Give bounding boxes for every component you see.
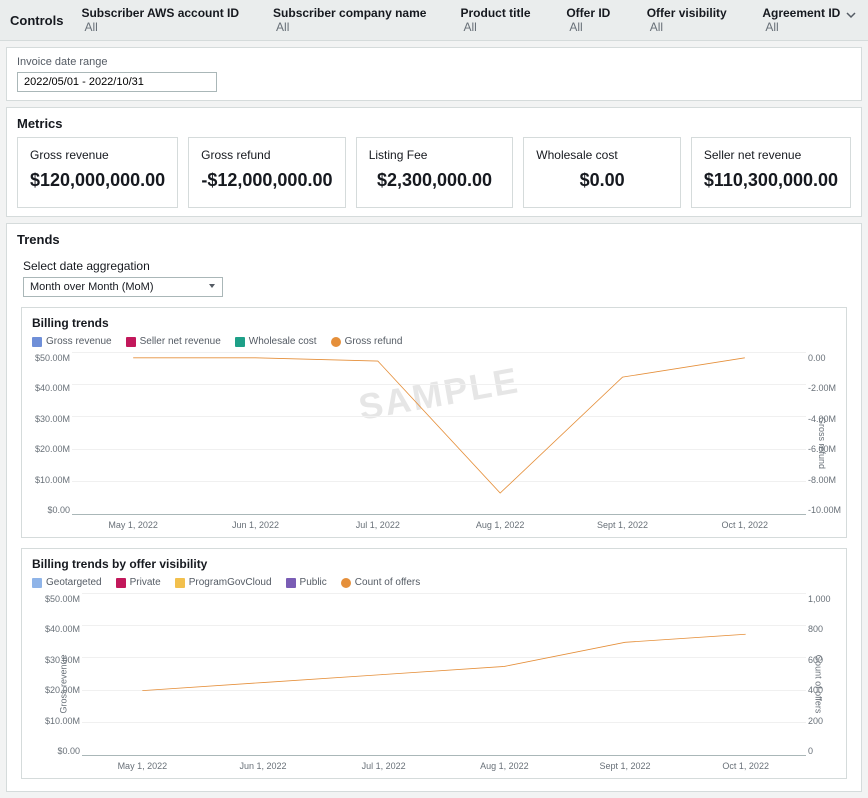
metrics-panel: Metrics Gross revenue $120,000,000.00 Gr… (6, 107, 862, 217)
chart2-title: Billing trends by offer visibility (32, 557, 836, 571)
chart1-y-axis-left: $0.00$10.00M$20.00M$30.00M$40.00M$50.00M (32, 353, 70, 515)
metrics-title: Metrics (17, 116, 851, 137)
aggregation-label: Select date aggregation (23, 259, 851, 273)
chart1-legend: Gross revenue Seller net revenue Wholesa… (32, 336, 836, 347)
filter-subscriber-company[interactable]: Subscriber company name All (273, 6, 442, 34)
metrics-row: Gross revenue $120,000,000.00 Gross refu… (17, 137, 851, 208)
chart2-y-label-right: Count of offers (814, 655, 824, 714)
filter-subscriber-account[interactable]: Subscriber AWS account ID All (81, 6, 255, 34)
legend-count-of-offers: Count of offers (341, 577, 420, 588)
controls-title: Controls (10, 13, 63, 28)
metric-seller-net-revenue: Seller net revenue $110,300,000.00 (691, 137, 851, 208)
chart2-legend: Geotargeted Private ProgramGovCloud Publ… (32, 577, 836, 588)
filter-offer-id[interactable]: Offer ID All (566, 6, 628, 34)
trends-panel: Trends Select date aggregation Month ove… (6, 223, 862, 792)
aggregation-value: Month over Month (MoM) (30, 281, 153, 293)
chart1-plot (72, 353, 806, 515)
legend-seller-net-revenue: Seller net revenue (126, 336, 221, 347)
caret-down-icon (208, 281, 216, 293)
invoice-date-label: Invoice date range (17, 56, 851, 68)
billing-trends-chart: Billing trends Gross revenue Seller net … (21, 307, 847, 538)
chart2-y-label-left: Gross revenue (59, 654, 69, 713)
metric-gross-refund: Gross refund -$12,000,000.00 (188, 137, 346, 208)
legend-programgovcloud: ProgramGovCloud (175, 577, 272, 588)
legend-gross-revenue: Gross revenue (32, 336, 112, 347)
filter-offer-visibility[interactable]: Offer visibility All (647, 6, 745, 34)
legend-geotargeted: Geotargeted (32, 577, 102, 588)
legend-public: Public (286, 577, 327, 588)
invoice-date-input[interactable] (17, 72, 217, 92)
metric-gross-revenue: Gross revenue $120,000,000.00 (17, 137, 178, 208)
chevron-down-icon[interactable] (844, 8, 858, 25)
metric-wholesale-cost: Wholesale cost $0.00 (523, 137, 681, 208)
chart1-y-label-right: Gross refund (817, 417, 827, 469)
filter-product-title[interactable]: Product title All (460, 6, 548, 34)
billing-trends-by-visibility-chart: Billing trends by offer visibility Geota… (21, 548, 847, 779)
trends-title: Trends (17, 232, 851, 253)
chart2-plot (82, 594, 806, 756)
metric-listing-fee: Listing Fee $2,300,000.00 (356, 137, 514, 208)
chart1-title: Billing trends (32, 316, 836, 330)
legend-gross-refund: Gross refund (331, 336, 403, 347)
chart2-area: $0.00$10.00M$20.00M$30.00M$40.00M$50.00M… (82, 594, 806, 774)
legend-wholesale-cost: Wholesale cost (235, 336, 317, 347)
chart2-x-axis: May 1, 2022Jun 1, 2022Jul 1, 2022Aug 1, … (82, 758, 806, 774)
aggregation-select[interactable]: Month over Month (MoM) (23, 277, 223, 297)
chart1-area: SAMPLE $0.00$10.00M$20.00M$30.00M$40.00M… (72, 353, 806, 533)
chart1-x-axis: May 1, 2022Jun 1, 2022Jul 1, 2022Aug 1, … (72, 517, 806, 533)
invoice-date-panel: Invoice date range (6, 47, 862, 101)
controls-bar: Controls Subscriber AWS account ID All S… (0, 0, 868, 41)
legend-private: Private (116, 577, 161, 588)
